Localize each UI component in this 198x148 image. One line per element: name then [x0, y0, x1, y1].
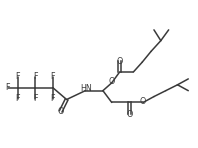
Text: F: F: [51, 94, 55, 103]
Text: O: O: [140, 97, 146, 106]
Text: O: O: [109, 77, 115, 86]
Text: F: F: [15, 94, 20, 103]
Text: O: O: [58, 107, 64, 116]
Text: F: F: [33, 72, 37, 81]
Text: HN: HN: [80, 84, 92, 93]
Text: O: O: [116, 57, 123, 66]
Text: F: F: [51, 72, 55, 81]
Text: F: F: [15, 72, 20, 81]
Text: F: F: [6, 83, 10, 92]
Text: F: F: [33, 94, 37, 103]
Text: O: O: [126, 110, 133, 119]
